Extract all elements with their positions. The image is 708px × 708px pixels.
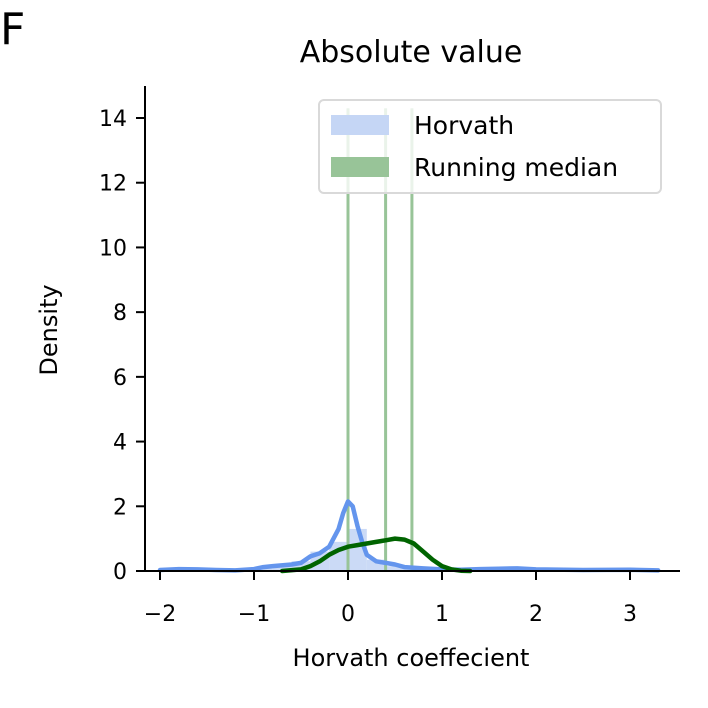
y-tick-label: 4 (113, 431, 127, 456)
horvath-hist-bar (385, 566, 405, 571)
kde-layer (157, 499, 661, 574)
legend: Horvath Running median (318, 99, 662, 194)
legend-label-horvath: Horvath (414, 111, 514, 140)
horvath-hist-bar (291, 561, 311, 571)
x-tick-label: 3 (623, 602, 637, 627)
legend-box (318, 99, 662, 194)
x-tick-label: −1 (238, 602, 270, 627)
horvath-hist-bar (366, 559, 386, 571)
x-tick-label: 2 (529, 602, 543, 627)
panel-letter: F (0, 4, 25, 55)
running-median-hist-bar (410, 108, 414, 572)
running-median-hist-bar (346, 108, 350, 572)
x-ticks: −2 −1 0 1 2 3 (144, 571, 637, 627)
y-tick-label: 6 (113, 366, 127, 391)
horvath-kde-line (157, 499, 661, 573)
y-axis-label: Density (35, 284, 63, 375)
y-tick-label: 0 (113, 560, 127, 585)
x-tick-label: −2 (144, 602, 176, 627)
legend-label-running-median: Running median (414, 153, 618, 182)
running-median-kde-line (279, 536, 473, 574)
y-tick-label: 10 (99, 236, 127, 261)
x-tick-label: 0 (341, 602, 355, 627)
legend-swatch-running-median (331, 157, 389, 177)
y-tick-label: 12 (99, 172, 127, 197)
running-median-hist-bar (384, 108, 388, 572)
horvath-hist-bar (272, 566, 292, 571)
y-ticks: 0 2 4 6 8 10 12 14 (99, 107, 145, 585)
y-tick-label: 14 (99, 107, 127, 132)
y-tick-label: 2 (113, 495, 127, 520)
chart-title: Absolute value (300, 35, 523, 70)
x-axis-label: Horvath coeffecient (293, 644, 530, 672)
legend-swatch-horvath (331, 115, 389, 135)
x-tick-label: 1 (435, 602, 449, 627)
y-tick-label: 8 (113, 301, 127, 326)
